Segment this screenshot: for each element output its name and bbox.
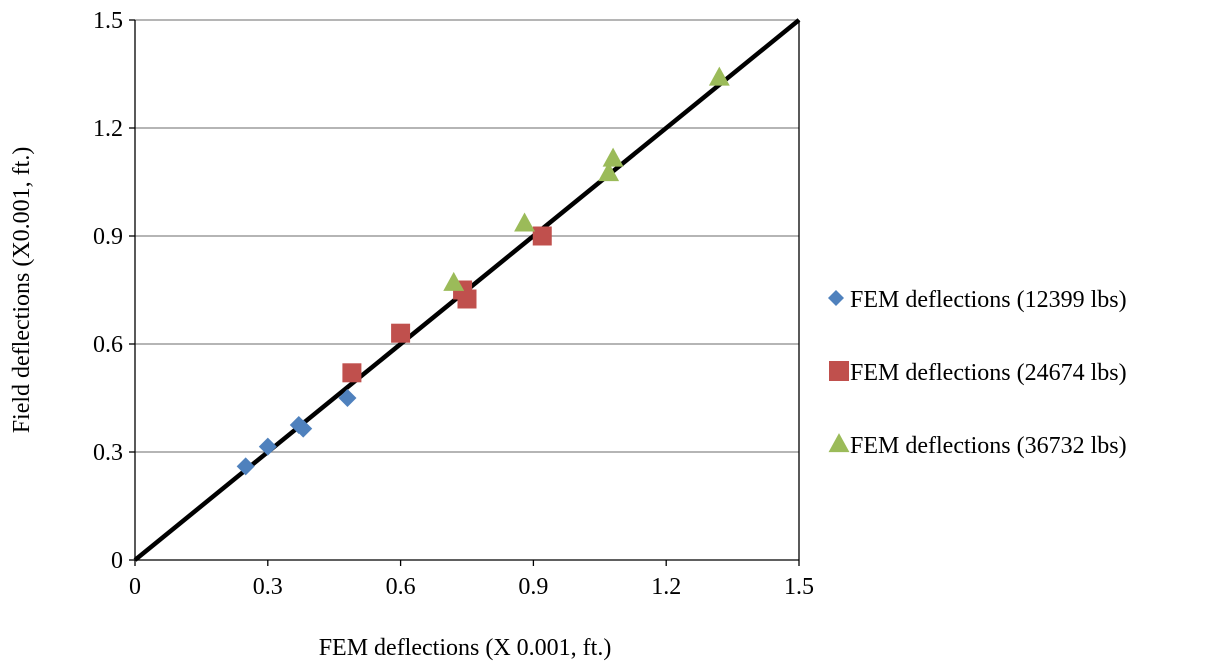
y-tick-label-2: 0.6: [93, 332, 123, 358]
data-point-s0-1: [258, 437, 277, 456]
x-tick-label-2: 0.6: [386, 574, 416, 600]
y-tick-label-0: 0: [111, 548, 123, 574]
x-tick-label-1: 0.3: [253, 574, 283, 600]
data-point-s1-0: [342, 363, 362, 383]
legend-label-0: FEM deflections (12399 lbs): [850, 287, 1127, 313]
data-point-s2-0: [443, 271, 465, 291]
data-point-s0-3: [294, 419, 313, 438]
legend-marker-1: [829, 361, 849, 381]
x-tick-label-4: 1.2: [651, 574, 681, 600]
legend-label-1: FEM deflections (24674 lbs): [850, 360, 1127, 386]
legend-marker-0: [828, 290, 844, 306]
data-point-s1-3: [457, 289, 477, 309]
legend-label-2: FEM deflections (36732 lbs): [850, 433, 1127, 459]
data-point-s2-1: [514, 212, 535, 232]
x-tick-labels: 0 0.3 0.6 0.9 1.2 1.5: [129, 574, 814, 600]
axes: [129, 19, 800, 566]
x-axis-title: FEM deflections (X 0.001, ft.): [319, 635, 612, 661]
y-tick-label-1: 0.3: [93, 440, 123, 466]
data-point-s0-0: [236, 457, 255, 476]
legend-marker-2: [828, 433, 850, 453]
y-tick-label-3: 0.9: [93, 224, 123, 250]
legend: FEM deflections (12399 lbs) FEM deflectio…: [828, 287, 1127, 459]
data-point-s2-3: [602, 147, 624, 167]
data-point-s1-1: [391, 323, 411, 343]
y-tick-label-5: 1.5: [93, 8, 123, 34]
data-point-s2-2: [598, 162, 620, 182]
data-point-s0-4: [338, 389, 357, 407]
data-point-s1-4: [532, 226, 552, 246]
y-tick-labels: 0 0.3 0.6 0.9 1.2 1.5: [93, 8, 123, 574]
x-tick-label-3: 0.9: [518, 574, 548, 600]
gridlines: [135, 19, 799, 453]
y-axis-title: Field deflections (X0.001, ft.): [9, 147, 35, 434]
y-tick-label-4: 1.2: [93, 116, 123, 142]
data-point-s2-4: [708, 66, 730, 86]
x-tick-label-5: 1.5: [784, 574, 814, 600]
data-points: [236, 66, 730, 476]
x-tick-label-0: 0: [129, 574, 141, 600]
